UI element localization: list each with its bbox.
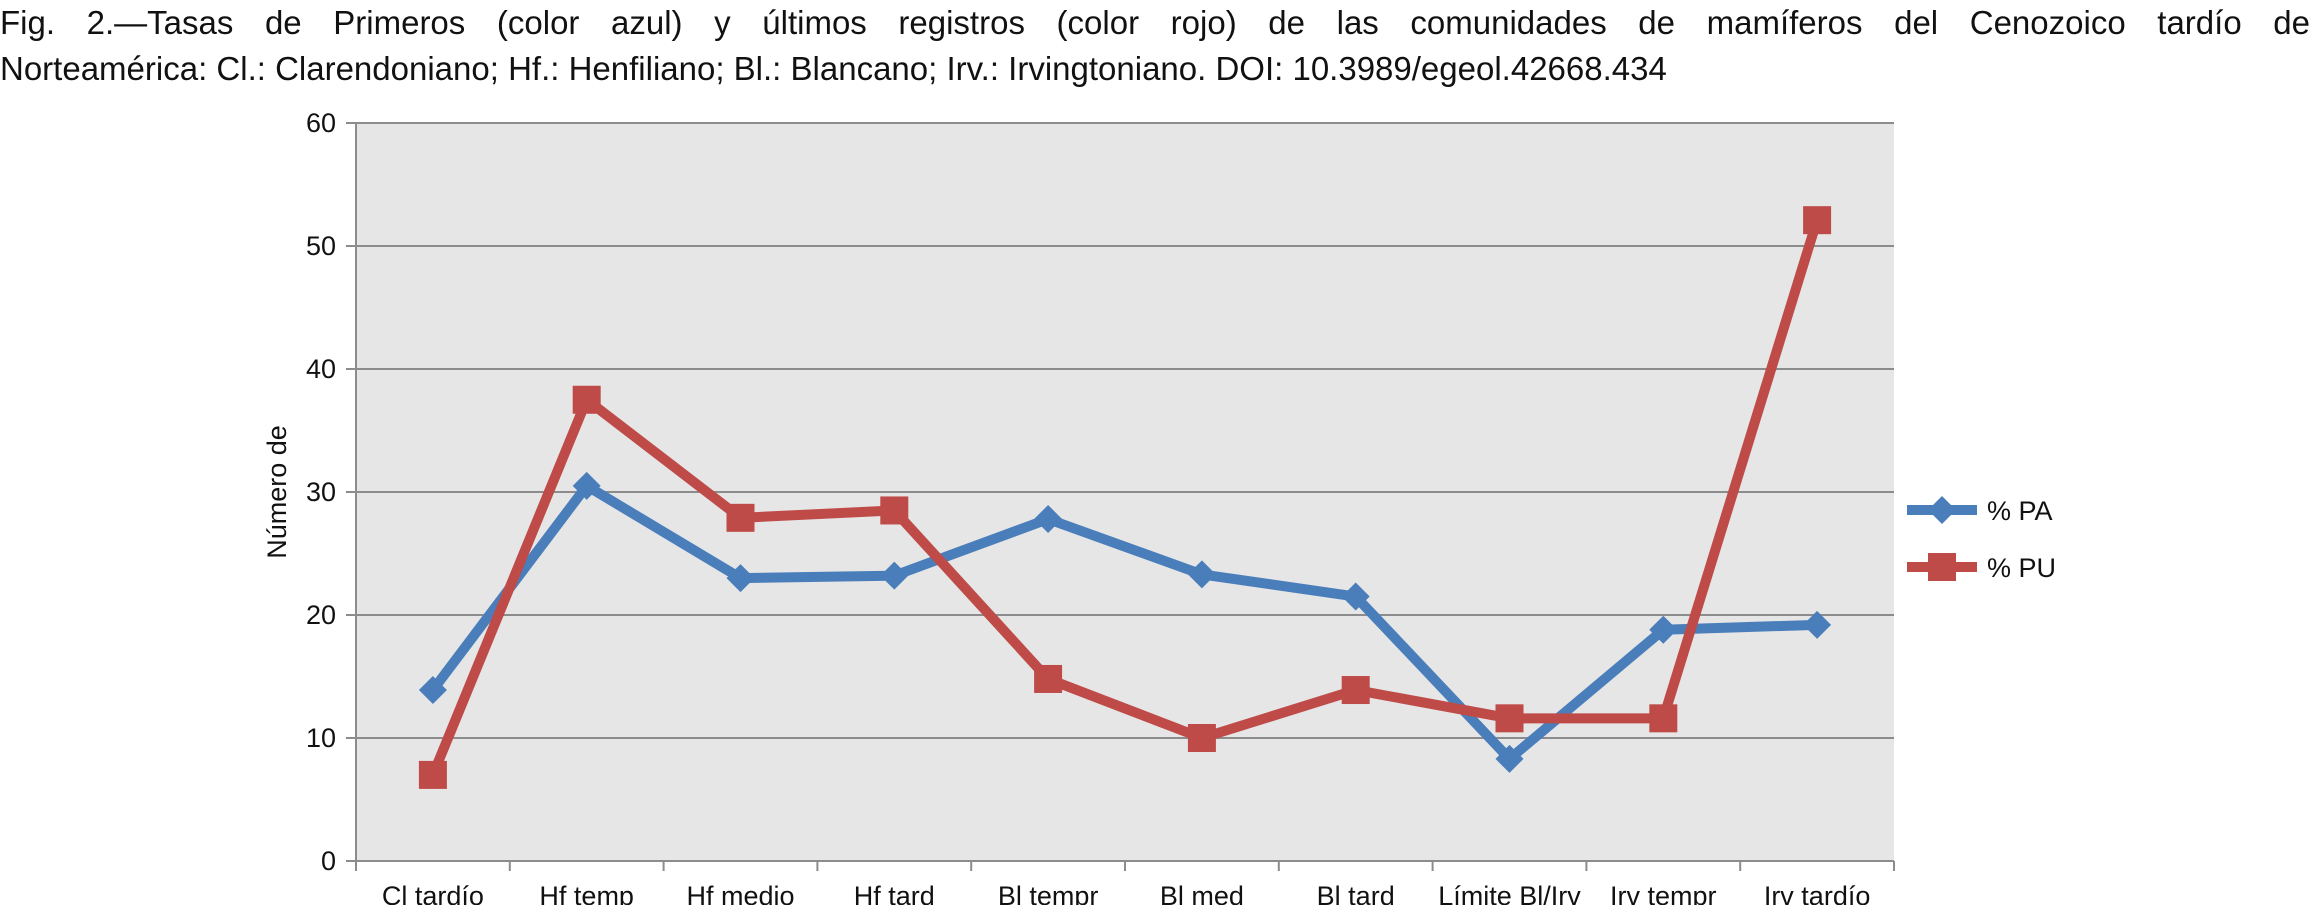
- y-tick-label: 50: [306, 231, 336, 261]
- y-tick-label: 60: [306, 108, 336, 138]
- y-tick-label: 40: [306, 354, 336, 384]
- legend-item: % PA: [1907, 496, 2053, 526]
- x-tick-label: Hf tard: [854, 881, 935, 905]
- legend: % PA % PU: [1907, 496, 2056, 583]
- x-tick-label: Hf temp: [539, 881, 634, 905]
- legend-item: % PU: [1907, 553, 2056, 583]
- data-point: [418, 676, 447, 705]
- data-point: [1803, 206, 1832, 235]
- legend-label: % PU: [1987, 553, 2056, 583]
- data-point: [1495, 744, 1524, 773]
- x-tick-label: Hf medio: [686, 881, 794, 905]
- series: [418, 206, 1832, 789]
- legend-label: % PA: [1987, 496, 2053, 526]
- data-point: [572, 385, 601, 414]
- data-point: [1341, 582, 1370, 611]
- x-tick-label: Cl tardío: [382, 881, 484, 905]
- legend-swatch-marker: [1928, 553, 1956, 581]
- data-point: [418, 760, 447, 789]
- y-tick-label: 10: [306, 723, 336, 753]
- series-pu: [418, 206, 1832, 789]
- x-tick-label: Bl med: [1160, 881, 1244, 905]
- x-tick-labels: Cl tardío Hf temp Hf medio Hf tard Bl tempr B…: [382, 881, 1870, 905]
- figure-caption: Fig. 2.—Tasas de Primeros (color azul) y…: [0, 0, 2324, 96]
- caption-line-1: Fig. 2.—Tasas de Primeros (color azul) y…: [0, 4, 2310, 41]
- legend-swatch-marker: [1928, 496, 1956, 524]
- data-point: [1187, 560, 1216, 589]
- x-tick-label: Límite Bl/Irv: [1438, 881, 1581, 905]
- y-tick-label: 30: [306, 477, 336, 507]
- data-point: [880, 496, 909, 525]
- y-tick-labels: 0 10 20 30 40 50 60: [306, 108, 336, 876]
- axes: [346, 122, 1895, 871]
- data-point: [1034, 664, 1063, 693]
- caption-line-2: Norteamérica: Cl.: Clarendoniano; Hf.: H…: [0, 50, 1667, 87]
- data-point: [1803, 610, 1832, 639]
- data-point: [1649, 615, 1678, 644]
- data-point: [726, 564, 755, 593]
- x-tick-label: Bl tempr: [998, 881, 1099, 905]
- data-point: [1034, 505, 1063, 534]
- gridlines: [356, 122, 1894, 739]
- x-tick-label: Bl tard: [1317, 881, 1395, 905]
- y-tick-label: 0: [321, 846, 336, 876]
- data-point: [1649, 704, 1678, 733]
- data-point: [1341, 676, 1370, 705]
- series-line: [427, 215, 1823, 780]
- series-pa: [418, 471, 1832, 773]
- y-tick-label: 20: [306, 600, 336, 630]
- data-point: [1495, 704, 1524, 733]
- series-line: [427, 480, 1823, 764]
- data-point: [880, 561, 909, 590]
- x-tick-label: Irv tempr: [1610, 881, 1717, 905]
- data-point: [572, 471, 601, 500]
- x-tick-label: Irv tardío: [1764, 881, 1871, 905]
- data-point: [726, 503, 755, 532]
- data-point: [1187, 724, 1216, 752]
- y-axis-label: Número de: [262, 425, 292, 559]
